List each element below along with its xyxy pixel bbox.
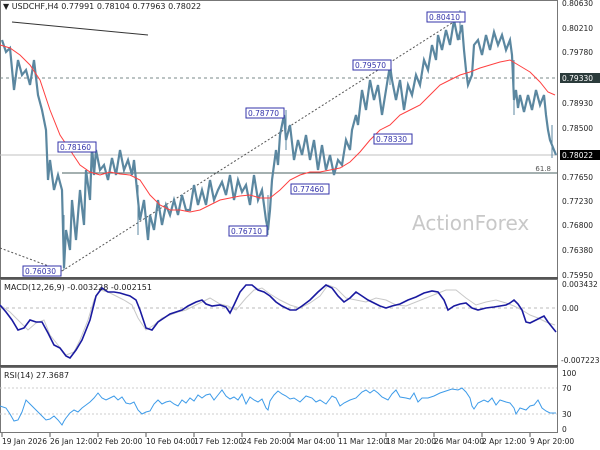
svg-text:26 Mar 04:00: 26 Mar 04:00 bbox=[434, 437, 484, 446]
svg-text:0.76030: 0.76030 bbox=[25, 267, 56, 276]
macd-main-line bbox=[0, 284, 557, 360]
svg-text:18 Mar 20:00: 18 Mar 20:00 bbox=[386, 437, 436, 446]
svg-text:0.79780: 0.79780 bbox=[562, 48, 593, 57]
svg-text:0.77230: 0.77230 bbox=[562, 197, 593, 206]
svg-text:0.77650: 0.77650 bbox=[562, 173, 593, 182]
watermark: ActionForex bbox=[412, 211, 529, 235]
svg-text:0.79570: 0.79570 bbox=[355, 61, 386, 70]
rsi-panel-frame bbox=[0, 367, 558, 433]
svg-text:0.78930: 0.78930 bbox=[562, 99, 593, 108]
svg-text:11 Mar 12:00: 11 Mar 12:00 bbox=[338, 437, 388, 446]
svg-text:0.75950: 0.75950 bbox=[562, 271, 593, 280]
svg-text:0.79330: 0.79330 bbox=[562, 74, 593, 83]
rsi-label: RSI(14) 27.3687 bbox=[4, 371, 70, 380]
svg-text:10 Feb 04:00: 10 Feb 04:00 bbox=[146, 437, 195, 446]
chart-header: ▼ USDCHF,H4 0.77991 0.78104 0.77963 0.78… bbox=[3, 2, 201, 11]
svg-text:0.76380: 0.76380 bbox=[562, 246, 593, 255]
svg-text:26 Jan 12:00: 26 Jan 12:00 bbox=[50, 437, 98, 446]
swing-label-high-78160: 0.78160 bbox=[57, 141, 97, 153]
svg-text:0.00: 0.00 bbox=[562, 304, 579, 313]
svg-text:0.76710: 0.76710 bbox=[231, 227, 262, 236]
time-axis: 19 Jan 2026 26 Jan 12:00 2 Feb 20:00 10 … bbox=[2, 437, 574, 446]
fib-label: 61.8 bbox=[535, 165, 551, 173]
symbol-ohlc-label: USDCHF,H4 0.77991 0.78104 0.77963 0.7802… bbox=[11, 2, 202, 11]
svg-text:70: 70 bbox=[562, 384, 572, 393]
time-axis-ticks bbox=[1, 433, 531, 437]
svg-text:30: 30 bbox=[562, 410, 572, 419]
channel-line-upper bbox=[61, 15, 464, 272]
swing-label-high-80410: 0.80410 bbox=[426, 11, 466, 23]
price-bar-wicks bbox=[63, 10, 553, 270]
svg-text:0.78160: 0.78160 bbox=[60, 143, 91, 152]
svg-text:9 Apr 20:00: 9 Apr 20:00 bbox=[530, 437, 574, 446]
rsi-axis: 100 70 30 0 bbox=[562, 369, 577, 434]
svg-text:-0.007223: -0.007223 bbox=[561, 356, 600, 365]
current-price-label: 0.78022 bbox=[560, 150, 600, 160]
svg-text:0.76800: 0.76800 bbox=[562, 221, 593, 230]
swing-label-high-79570: 0.79570 bbox=[352, 59, 392, 71]
svg-text:0.78770: 0.78770 bbox=[248, 109, 279, 118]
svg-text:0.003432: 0.003432 bbox=[562, 280, 598, 289]
trend-line bbox=[11, 21, 149, 36]
svg-text:0.78330: 0.78330 bbox=[376, 135, 407, 144]
svg-text:0: 0 bbox=[562, 425, 567, 434]
macd-signal-line bbox=[0, 284, 556, 356]
rsi-line bbox=[0, 387, 556, 426]
swing-label-low-76710: 0.76710 bbox=[228, 225, 268, 237]
macd-label: MACD(12,26,9) -0.003228 -0.002151 bbox=[4, 283, 152, 292]
macd-axis: 0.003432 0.00 -0.007223 bbox=[561, 280, 600, 365]
moving-average-line bbox=[0, 44, 556, 213]
svg-text:24 Feb 20:00: 24 Feb 20:00 bbox=[242, 437, 291, 446]
swing-label-low-77460: 0.77460 bbox=[290, 183, 330, 195]
svg-text:0.78500: 0.78500 bbox=[562, 124, 593, 133]
svg-text:2 Feb 20:00: 2 Feb 20:00 bbox=[98, 437, 143, 446]
svg-text:0.80410: 0.80410 bbox=[429, 13, 460, 22]
channel-line-lower bbox=[0, 247, 63, 272]
swing-label-low-76030: 0.76030 bbox=[22, 265, 62, 277]
price-axis: 0.80630 0.80210 0.79780 0.78930 0.78500 … bbox=[562, 0, 593, 280]
svg-text:19 Jan 2026: 19 Jan 2026 bbox=[2, 437, 47, 446]
svg-text:0.80210: 0.80210 bbox=[562, 24, 593, 33]
swing-label-low-78330: 0.78330 bbox=[373, 133, 413, 145]
svg-text:0.77460: 0.77460 bbox=[293, 185, 324, 194]
svg-text:4 Mar 04:00: 4 Mar 04:00 bbox=[290, 437, 336, 446]
collapse-triangle-icon[interactable]: ▼ bbox=[3, 2, 10, 11]
svg-text:0.80630: 0.80630 bbox=[562, 0, 593, 8]
svg-text:2 Apr 12:00: 2 Apr 12:00 bbox=[482, 437, 526, 446]
svg-text:17 Feb 12:00: 17 Feb 12:00 bbox=[194, 437, 243, 446]
level-price-label: 0.79330 bbox=[560, 73, 600, 83]
macd-panel-frame bbox=[0, 279, 558, 366]
svg-text:0.78022: 0.78022 bbox=[562, 151, 593, 160]
swing-label-high-78770: 0.78770 bbox=[245, 107, 285, 119]
svg-text:100: 100 bbox=[562, 369, 577, 378]
